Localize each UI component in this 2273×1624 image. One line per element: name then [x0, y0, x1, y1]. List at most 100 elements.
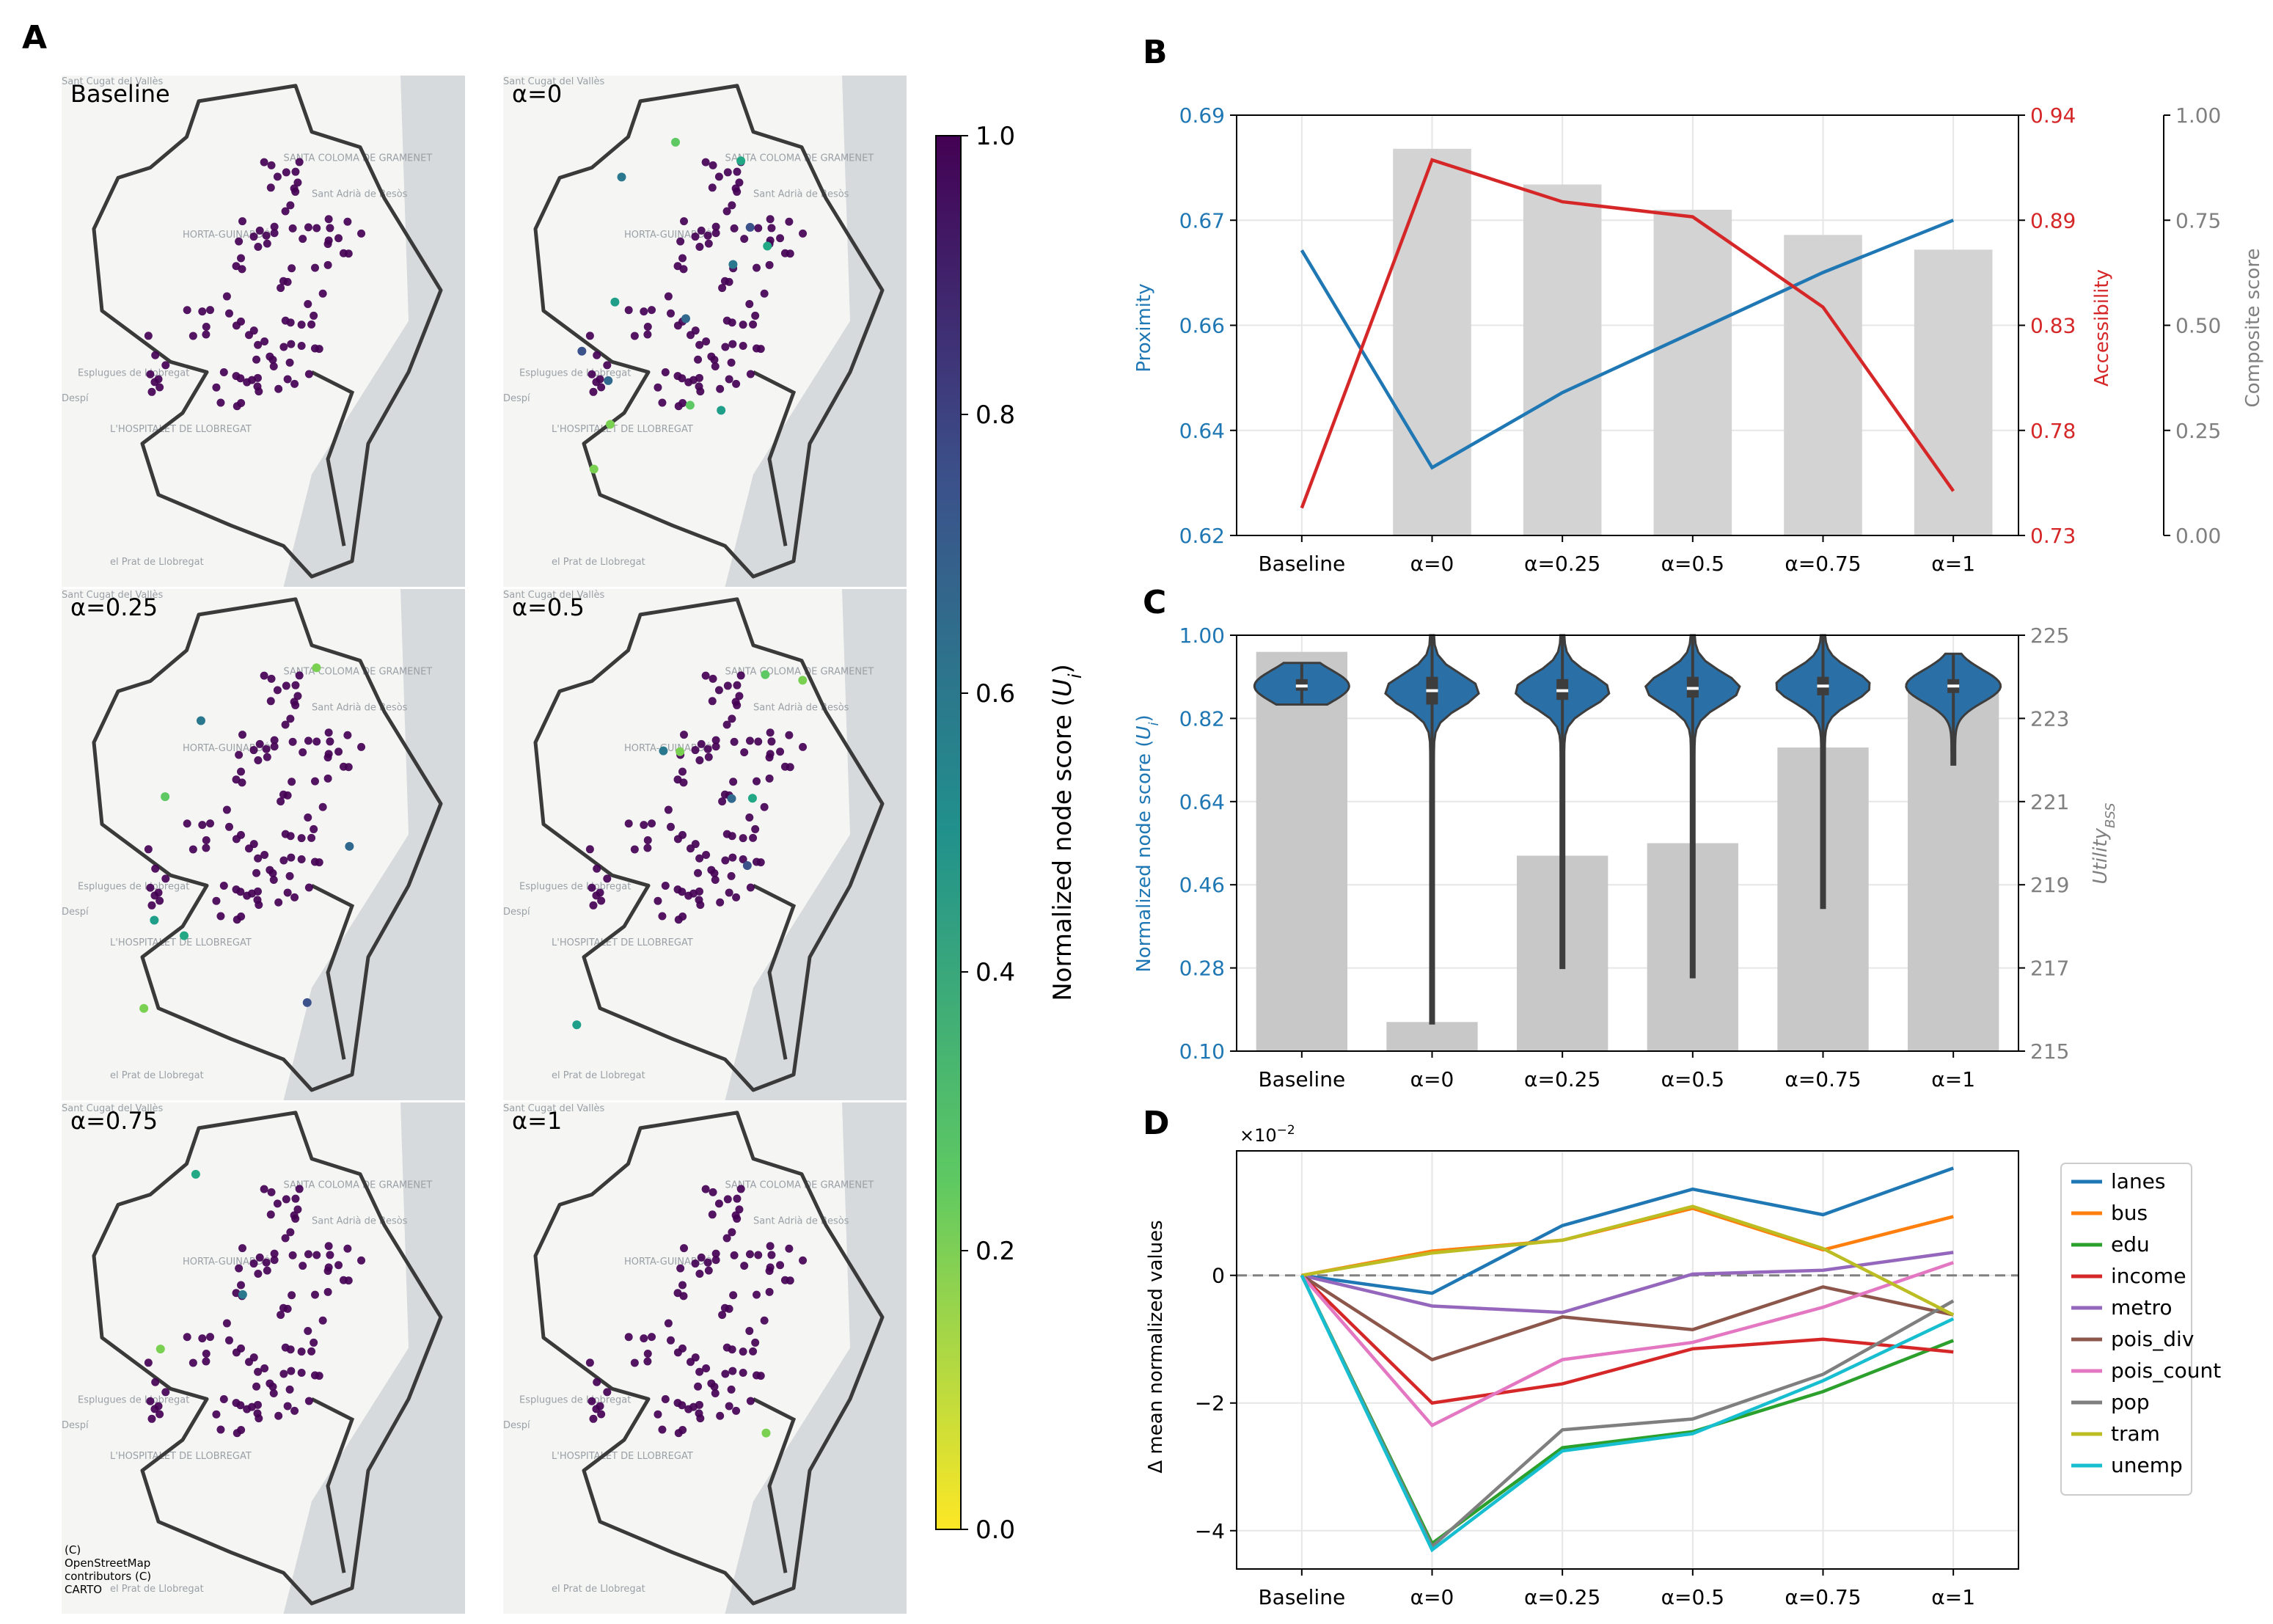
node-point: [597, 896, 606, 905]
map-panel: SANTA COLOMA DE GRAMENET Sant Adrià de Be…: [503, 76, 907, 587]
map-title: Baseline: [70, 80, 170, 108]
node-point: [704, 239, 713, 248]
node-point: [728, 714, 736, 723]
node-point: [343, 1244, 352, 1253]
node-point: [253, 373, 262, 382]
node-point: [589, 901, 598, 910]
node-point: [696, 901, 705, 910]
y-tick-label-left: 0.64: [1179, 419, 1225, 443]
node-point: [287, 853, 296, 862]
map-place-label: Despí: [62, 907, 89, 918]
panel-letter-c: C: [1143, 584, 1166, 621]
node-point: [202, 835, 211, 844]
node-point-outlier: [610, 297, 620, 307]
x-tick-label: α=0.75: [1785, 1585, 1861, 1609]
node-point: [268, 355, 277, 364]
node-point: [684, 1405, 693, 1413]
node-point: [701, 671, 710, 680]
x-tick-label: α=0: [1410, 1067, 1454, 1091]
node-point: [216, 912, 225, 921]
node-point: [678, 767, 687, 776]
node-point: [732, 893, 741, 901]
map-place-label: Esplugues de Llobregat: [78, 881, 189, 892]
node-point: [711, 222, 720, 231]
node-point: [728, 853, 737, 862]
colorbar-tick-label: 0.2: [976, 1237, 1015, 1266]
map-place-label: Despí: [503, 907, 530, 918]
node-point: [202, 1349, 211, 1358]
node-point: [697, 226, 706, 235]
node-point: [711, 736, 720, 745]
series-line-pois_div: [1300, 1273, 1954, 1362]
node-point-outlier: [345, 841, 354, 851]
node-point: [643, 330, 652, 339]
node-point: [311, 777, 320, 786]
node-point: [339, 249, 348, 257]
node-point-outlier: [238, 1290, 247, 1299]
node-point: [260, 1364, 269, 1373]
city-boundary: [92, 1111, 443, 1606]
map-place-label: SANTA COLOMA DE GRAMENET: [725, 1180, 874, 1191]
node-point-outlier: [798, 676, 808, 685]
node-point: [299, 748, 307, 757]
node-point: [658, 1425, 667, 1434]
node-point: [760, 802, 769, 811]
node-point: [270, 222, 279, 231]
map-place-label: Sant Adrià de Besòs: [312, 189, 408, 200]
colorbar-ticks: 0.0 0.2 0.4 0.6 0.8 1.0: [961, 122, 1015, 1545]
map-place-label: HORTA-GUINARDÓ: [624, 1256, 712, 1268]
node-point: [253, 887, 262, 896]
node-point: [603, 1388, 612, 1397]
node-point: [760, 289, 769, 298]
node-point: [252, 1382, 261, 1391]
node-point: [596, 375, 604, 384]
node-point: [585, 1358, 594, 1367]
node-point: [238, 217, 247, 226]
node-point: [295, 158, 304, 167]
node-point: [273, 1199, 282, 1208]
chart-b-ylabel-left: Proximity: [1133, 283, 1155, 372]
node-point: [751, 1338, 760, 1347]
map-place-label: HORTA-GUINARDÓ: [183, 742, 271, 754]
node-point: [262, 231, 271, 240]
node-point: [288, 1251, 297, 1259]
y-tick-label-right: 0.78: [2030, 419, 2076, 443]
node-point: [283, 888, 292, 897]
node-point: [326, 737, 334, 746]
node-point: [290, 893, 299, 901]
node-point: [728, 1228, 736, 1237]
node-point: [282, 1195, 290, 1204]
legend-label: income: [2111, 1264, 2186, 1288]
node-point: [154, 375, 163, 384]
chart-d-scale-label: ×10−2: [1240, 1123, 1295, 1146]
node-point-outlier: [589, 464, 599, 474]
node-point: [323, 774, 332, 783]
node-point: [589, 1414, 598, 1423]
node-point: [704, 753, 713, 761]
node-point: [254, 854, 263, 863]
node-point: [725, 375, 733, 384]
map-place-label: Despí: [62, 1420, 89, 1431]
node-point: [311, 263, 320, 272]
y-tick-label-right2: 0.25: [2175, 419, 2221, 443]
node-point: [299, 1262, 307, 1270]
map-place-label: Sant Adrià de Besòs: [312, 1215, 408, 1226]
node-point: [643, 1357, 652, 1366]
node-point: [224, 309, 233, 318]
node-point: [357, 742, 366, 751]
node-point: [684, 378, 693, 387]
node-point-outlier: [736, 156, 746, 166]
map-place-label: HORTA-GUINARDÓ: [183, 1256, 271, 1268]
node-point: [254, 1367, 263, 1376]
node-point: [736, 1185, 745, 1193]
node-point: [739, 1347, 747, 1356]
node-point: [711, 1389, 720, 1397]
node-point: [716, 384, 725, 393]
node-point: [648, 1333, 656, 1342]
composite-bar: [1393, 148, 1471, 536]
node-point: [233, 1429, 241, 1438]
violin: [1384, 634, 1480, 1025]
node-point: [270, 742, 279, 751]
node-point: [274, 384, 283, 393]
node-point: [739, 341, 747, 350]
